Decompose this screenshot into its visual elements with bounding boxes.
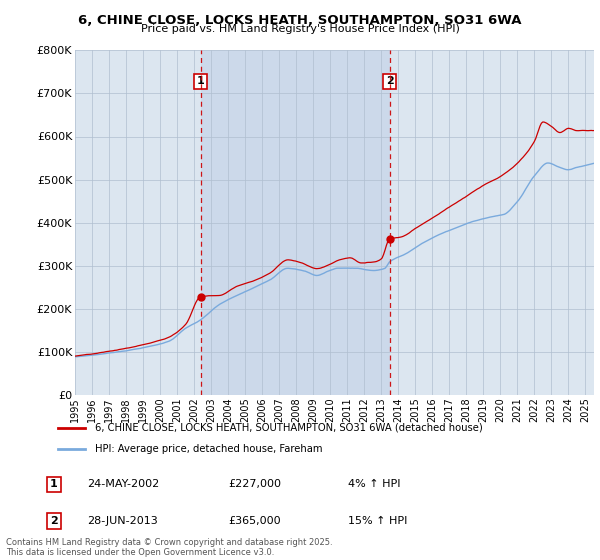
Text: £365,000: £365,000	[228, 516, 281, 526]
Text: 6, CHINE CLOSE, LOCKS HEATH, SOUTHAMPTON, SO31 6WA: 6, CHINE CLOSE, LOCKS HEATH, SOUTHAMPTON…	[78, 14, 522, 27]
Text: 1: 1	[50, 479, 58, 489]
Text: £227,000: £227,000	[228, 479, 281, 489]
Text: 2: 2	[50, 516, 58, 526]
Text: HPI: Average price, detached house, Fareham: HPI: Average price, detached house, Fare…	[95, 444, 322, 454]
Text: 2: 2	[386, 76, 394, 86]
Text: Price paid vs. HM Land Registry's House Price Index (HPI): Price paid vs. HM Land Registry's House …	[140, 24, 460, 34]
Text: 4% ↑ HPI: 4% ↑ HPI	[348, 479, 401, 489]
Text: 1: 1	[197, 76, 205, 86]
Text: Contains HM Land Registry data © Crown copyright and database right 2025.
This d: Contains HM Land Registry data © Crown c…	[6, 538, 332, 557]
Text: 28-JUN-2013: 28-JUN-2013	[87, 516, 158, 526]
Text: 24-MAY-2002: 24-MAY-2002	[87, 479, 159, 489]
Text: 15% ↑ HPI: 15% ↑ HPI	[348, 516, 407, 526]
Bar	[201, 50, 389, 395]
Text: 6, CHINE CLOSE, LOCKS HEATH, SOUTHAMPTON, SO31 6WA (detached house): 6, CHINE CLOSE, LOCKS HEATH, SOUTHAMPTON…	[95, 423, 483, 433]
